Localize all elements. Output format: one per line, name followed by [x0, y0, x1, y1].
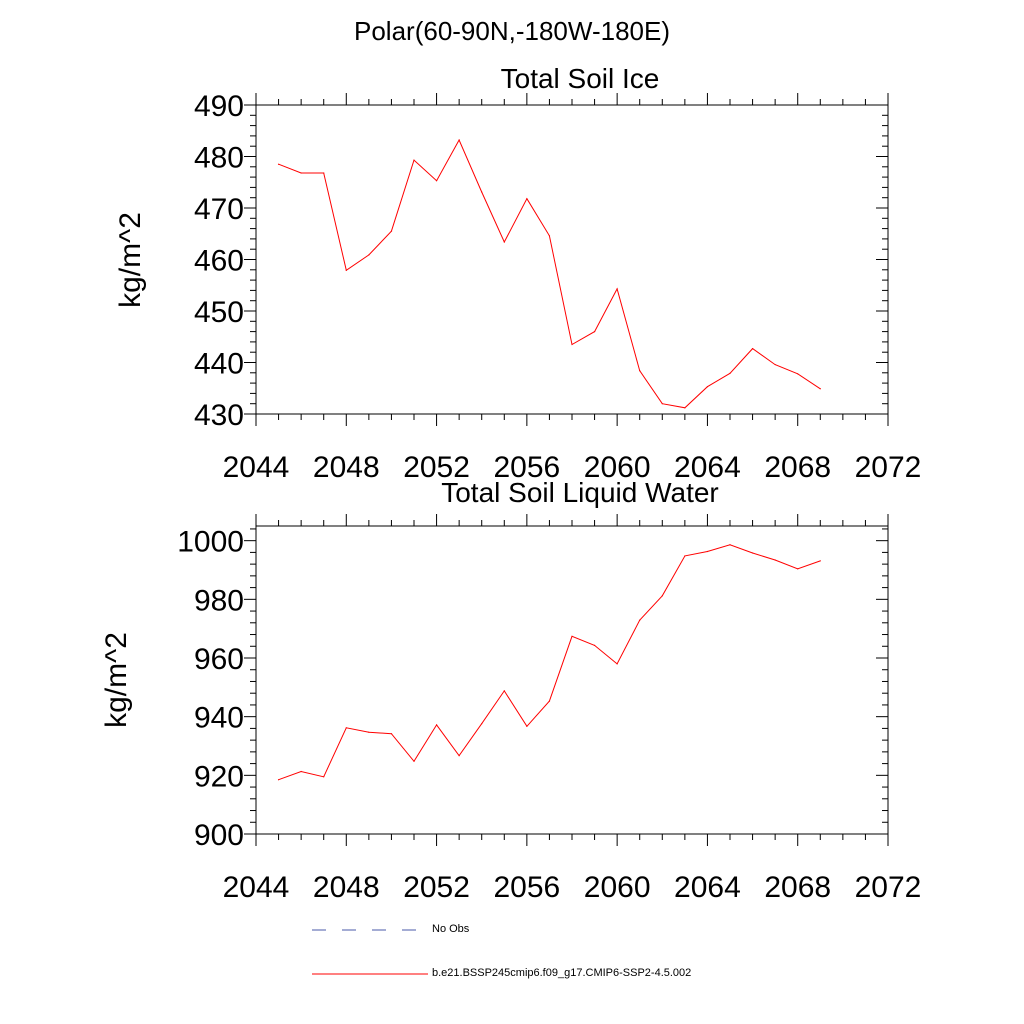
data-point: [277, 163, 280, 165]
y-tick-label: 940: [194, 702, 244, 735]
data-point: [526, 725, 528, 727]
y-tick-label: 430: [194, 399, 244, 432]
data-point: [481, 723, 483, 725]
y-tick-label: 960: [194, 643, 244, 676]
y-axis-label: kg/m^2: [100, 632, 133, 728]
data-point: [593, 644, 596, 646]
data-point: [639, 370, 641, 372]
data-point: [548, 700, 551, 702]
data-point: [390, 230, 393, 232]
y-tick-label: 920: [194, 760, 244, 793]
data-point: [706, 386, 709, 388]
data-point: [345, 269, 347, 271]
data-point: [774, 559, 776, 561]
chart-title: Total Soil Ice: [501, 63, 660, 94]
y-tick-label: 440: [194, 348, 244, 381]
data-point: [277, 779, 280, 781]
data-point: [751, 552, 754, 554]
x-tick-label: 2056: [493, 451, 560, 484]
panel-total-soil-liquid-water: Total Soil Liquid Water kg/m^2 2044 2048 205…: [100, 477, 921, 904]
x-tick-label: 2048: [313, 871, 380, 904]
data-point: [481, 191, 483, 193]
data-point: [503, 690, 505, 692]
data-point: [639, 619, 641, 621]
x-tick-label: 2044: [223, 871, 290, 904]
data-point: [819, 388, 821, 390]
data-point: [526, 198, 528, 200]
data-point: [661, 403, 663, 405]
data-point: [706, 550, 709, 553]
data-point: [684, 407, 686, 409]
data-point: [435, 724, 438, 726]
y-tick-label: 900: [194, 819, 244, 852]
data-point: [458, 139, 460, 141]
data-point: [797, 568, 799, 570]
data-point: [616, 663, 618, 665]
y-tick-label: 980: [194, 584, 244, 617]
y-tick-label: 450: [194, 296, 244, 329]
plot-frame: [255, 104, 889, 415]
x-tick-label: 2068: [764, 451, 831, 484]
x-tick-label: 2048: [313, 451, 380, 484]
data-point: [368, 254, 370, 256]
plot-frame: [255, 525, 889, 835]
data-point: [616, 288, 618, 290]
data-point: [751, 347, 754, 350]
series-line: [278, 138, 821, 409]
data-point: [300, 770, 302, 773]
x-tick-label: 2056: [493, 871, 560, 904]
data-point: [819, 560, 821, 562]
legend-obs-label: No Obs: [432, 923, 470, 935]
x-tick-label: 2064: [674, 451, 741, 484]
data-point: [729, 372, 731, 374]
x-tick-label: 2072: [855, 451, 922, 484]
x-tick-label: 2072: [855, 871, 922, 904]
data-point: [593, 331, 596, 333]
panel-total-soil-ice: Total Soil Ice kg/m^2 2044 2048 2052 2056 2060…: [114, 63, 921, 484]
data-point: [797, 373, 799, 375]
data-point: [729, 544, 731, 546]
y-tick-label: 470: [194, 193, 244, 226]
chart-title: Total Soil Liquid Water: [441, 477, 719, 508]
data-point: [458, 755, 460, 757]
y-tick-label: 480: [194, 142, 244, 175]
data-point: [548, 235, 551, 237]
data-point: [413, 159, 415, 161]
x-tick-label: 2060: [584, 451, 651, 484]
x-tick-label: 2064: [674, 871, 741, 904]
legend-model-label: b.e21.BSSP245cmip6.f09_g17.CMIP6-SSP2-4.…: [432, 967, 692, 979]
y-tick-label: 1000: [177, 526, 244, 559]
data-point: [323, 776, 325, 778]
y-tick-label: 460: [194, 245, 244, 278]
data-point: [300, 172, 302, 174]
data-point: [661, 595, 663, 597]
x-tick-label: 2052: [403, 871, 470, 904]
series-line: [278, 544, 821, 781]
y-tick-label: 490: [194, 90, 244, 123]
data-point: [435, 180, 438, 182]
x-tick-label: 2060: [584, 871, 651, 904]
data-point: [368, 731, 370, 733]
data-point: [571, 343, 573, 346]
data-point: [774, 363, 776, 366]
y-axis-label: kg/m^2: [114, 212, 147, 308]
data-point: [345, 727, 347, 729]
legend: [312, 929, 428, 975]
x-tick-label: 2052: [403, 451, 470, 484]
data-point: [503, 241, 505, 243]
data-point: [413, 760, 415, 762]
data-point: [390, 733, 393, 735]
figure-suptitle: Polar(60-90N,-180W-180E): [354, 16, 670, 46]
data-point: [323, 172, 325, 174]
x-tick-label: 2044: [223, 451, 290, 484]
data-point: [684, 555, 686, 557]
data-point: [571, 635, 573, 637]
x-tick-label: 2068: [764, 871, 831, 904]
